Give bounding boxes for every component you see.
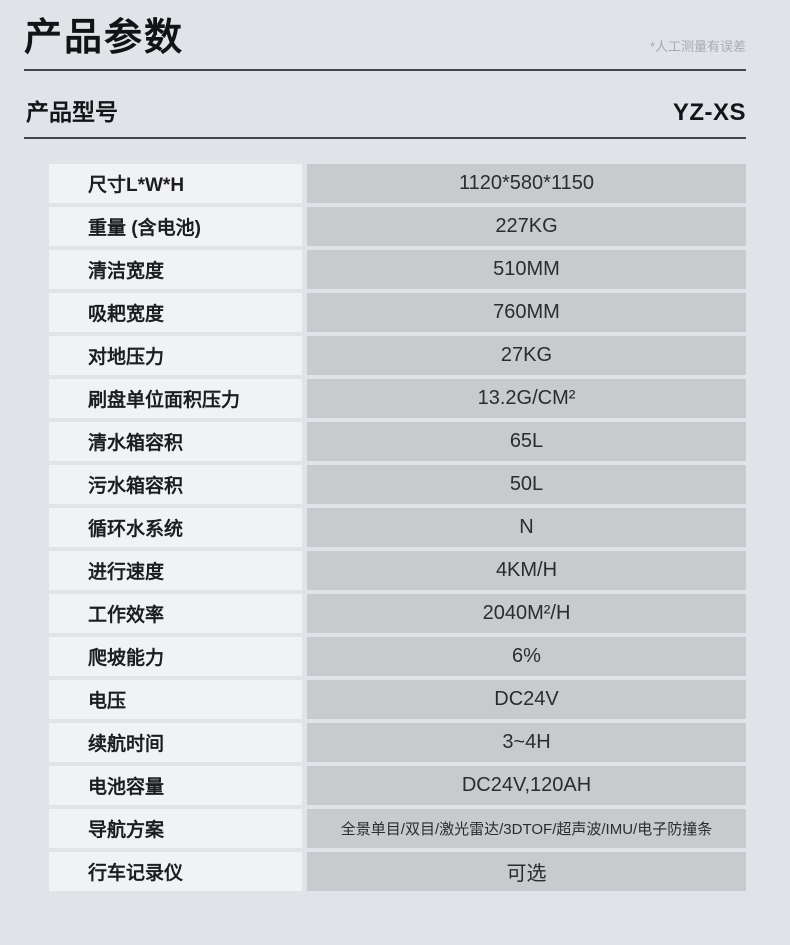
spec-value: DC24V,120AH	[307, 765, 746, 805]
table-row: 循环水系统 N	[49, 507, 746, 547]
table-row: 清水箱容积 65L	[49, 421, 746, 461]
spec-label: 污水箱容积	[49, 464, 302, 504]
spec-label: 爬坡能力	[49, 636, 302, 676]
measurement-note: *人工测量有误差	[649, 38, 746, 54]
spec-table: 尺寸L*W*H 1120*580*1150 重量 (含电池) 227KG 清洁宽度 510…	[49, 163, 746, 891]
table-row: 续航时间 3~4H	[49, 722, 746, 762]
model-label: 产品型号	[26, 98, 118, 125]
spec-value: 3~4H	[307, 722, 746, 762]
header: 产品参数 *人工测量有误差 产品型号 YZ-XS	[24, 0, 746, 139]
title-row: 产品参数 *人工测量有误差	[24, 17, 746, 69]
table-row: 清洁宽度 510MM	[49, 249, 746, 289]
spec-label: 吸耙宽度	[49, 292, 302, 332]
spec-value: DC24V	[307, 679, 746, 719]
spec-label: 行车记录仪	[49, 851, 302, 891]
table-row: 吸耙宽度 760MM	[49, 292, 746, 332]
table-row: 对地压力 27KG	[49, 335, 746, 375]
spec-label: 清洁宽度	[49, 249, 302, 289]
table-row: 电池容量 DC24V,120AH	[49, 765, 746, 805]
spec-label: 导航方案	[49, 808, 302, 848]
spec-value: 27KG	[307, 335, 746, 375]
model-value: YZ-XS	[672, 98, 746, 126]
table-row: 尺寸L*W*H 1120*580*1150	[49, 163, 746, 203]
spec-value: 1120*580*1150	[307, 163, 746, 203]
table-row: 工作效率 2040M²/H	[49, 593, 746, 633]
page-title: 产品参数	[24, 17, 185, 59]
table-row: 电压 DC24V	[49, 679, 746, 719]
spec-label: 进行速度	[49, 550, 302, 590]
divider-model	[24, 136, 746, 139]
table-row: 重量 (含电池) 227KG	[49, 206, 746, 246]
table-row: 进行速度 4KM/H	[49, 550, 746, 590]
spec-label: 对地压力	[49, 335, 302, 375]
spec-value: 65L	[307, 421, 746, 461]
spec-label: 电池容量	[49, 765, 302, 805]
spec-value: 13.2G/CM²	[307, 378, 746, 418]
spec-value: 6%	[307, 636, 746, 676]
spec-label: 电压	[49, 679, 302, 719]
spec-value: 510MM	[307, 249, 746, 289]
table-row: 爬坡能力 6%	[49, 636, 746, 676]
spec-value: 760MM	[307, 292, 746, 332]
spec-value: 50L	[307, 464, 746, 504]
spec-label: 刷盘单位面积压力	[49, 378, 302, 418]
spec-label: 续航时间	[49, 722, 302, 762]
table-row: 导航方案 全景单目/双目/激光雷达/3DTOF/超声波/IMU/电子防撞条	[49, 808, 746, 848]
spec-value: 4KM/H	[307, 550, 746, 590]
spec-label: 工作效率	[49, 593, 302, 633]
table-row: 刷盘单位面积压力 13.2G/CM²	[49, 378, 746, 418]
spec-value: 全景单目/双目/激光雷达/3DTOF/超声波/IMU/电子防撞条	[307, 808, 746, 848]
spec-value: 可选	[307, 851, 746, 891]
table-row: 行车记录仪 可选	[49, 851, 746, 891]
spec-label: 清水箱容积	[49, 421, 302, 461]
spec-value: 227KG	[307, 206, 746, 246]
divider-top	[24, 68, 746, 71]
spec-label: 重量 (含电池)	[49, 206, 302, 246]
spec-value: N	[307, 507, 746, 547]
spec-value: 2040M²/H	[307, 593, 746, 633]
table-row: 污水箱容积 50L	[49, 464, 746, 504]
spec-label: 尺寸L*W*H	[49, 163, 302, 203]
spec-label: 循环水系统	[49, 507, 302, 547]
model-row: 产品型号 YZ-XS	[24, 71, 746, 137]
